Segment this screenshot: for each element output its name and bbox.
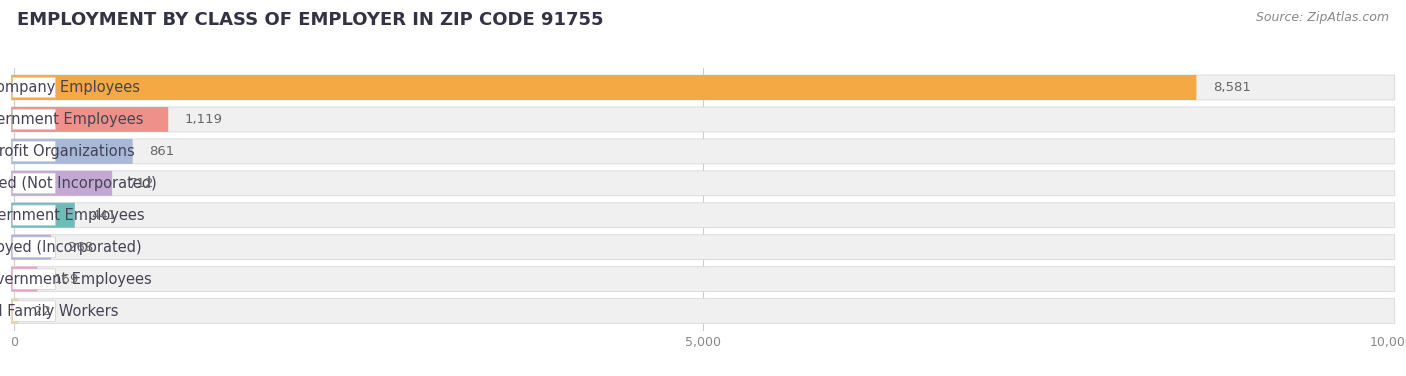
Text: 861: 861 [149, 145, 174, 158]
FancyBboxPatch shape [13, 77, 55, 98]
FancyBboxPatch shape [11, 107, 1395, 132]
FancyBboxPatch shape [13, 141, 55, 162]
Text: Self-Employed (Incorporated): Self-Employed (Incorporated) [0, 240, 142, 255]
FancyBboxPatch shape [11, 235, 51, 260]
FancyBboxPatch shape [11, 171, 1395, 196]
FancyBboxPatch shape [11, 267, 38, 292]
Text: 1,119: 1,119 [184, 113, 222, 126]
FancyBboxPatch shape [13, 301, 55, 321]
Text: 712: 712 [129, 177, 155, 190]
FancyBboxPatch shape [11, 235, 1395, 260]
Text: EMPLOYMENT BY CLASS OF EMPLOYER IN ZIP CODE 91755: EMPLOYMENT BY CLASS OF EMPLOYER IN ZIP C… [17, 11, 603, 29]
FancyBboxPatch shape [11, 203, 1395, 228]
FancyBboxPatch shape [11, 299, 18, 323]
FancyBboxPatch shape [13, 173, 55, 194]
Text: State Government Employees: State Government Employees [0, 208, 145, 223]
FancyBboxPatch shape [11, 139, 1395, 164]
Text: Source: ZipAtlas.com: Source: ZipAtlas.com [1256, 11, 1389, 24]
FancyBboxPatch shape [11, 299, 1395, 323]
FancyBboxPatch shape [11, 75, 1395, 100]
FancyBboxPatch shape [11, 139, 132, 164]
Text: 169: 169 [53, 273, 79, 286]
Text: Federal Government Employees: Federal Government Employees [0, 271, 152, 287]
Text: Self-Employed (Not Incorporated): Self-Employed (Not Incorporated) [0, 176, 157, 191]
FancyBboxPatch shape [11, 171, 112, 196]
FancyBboxPatch shape [13, 109, 55, 130]
Text: 22: 22 [34, 305, 51, 318]
FancyBboxPatch shape [11, 75, 1197, 100]
FancyBboxPatch shape [11, 267, 1395, 292]
Text: 268: 268 [67, 241, 93, 254]
FancyBboxPatch shape [13, 269, 55, 290]
Text: 441: 441 [91, 209, 117, 222]
Text: Private Company Employees: Private Company Employees [0, 80, 139, 95]
FancyBboxPatch shape [11, 203, 75, 228]
FancyBboxPatch shape [13, 237, 55, 258]
Text: 8,581: 8,581 [1213, 81, 1251, 94]
Text: Unpaid Family Workers: Unpaid Family Workers [0, 303, 118, 318]
Text: Local Government Employees: Local Government Employees [0, 112, 143, 127]
FancyBboxPatch shape [13, 205, 55, 226]
Text: Not-for-profit Organizations: Not-for-profit Organizations [0, 144, 135, 159]
FancyBboxPatch shape [11, 107, 169, 132]
